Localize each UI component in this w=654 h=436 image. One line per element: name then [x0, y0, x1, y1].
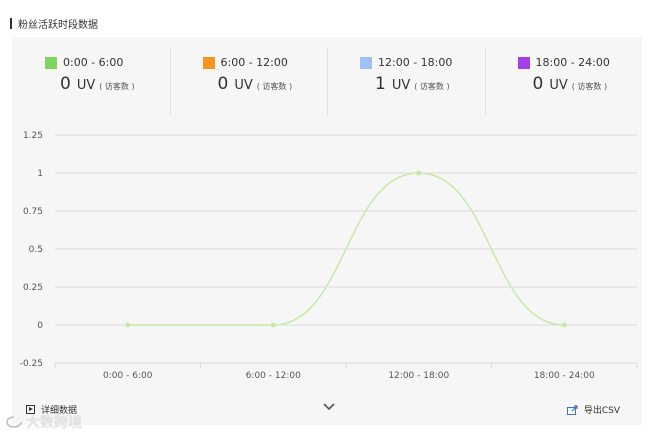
stats-row: 0:00 - 6:00 0 UV ( 访客数 ) 6:00 - 12:00 0 …	[12, 47, 642, 115]
stat-label: 18:00 - 24:00	[535, 56, 610, 69]
stat-card-0[interactable]: 0:00 - 6:00 0 UV ( 访客数 )	[12, 47, 170, 115]
stat-label: 0:00 - 6:00	[63, 56, 124, 69]
watermark-logo-icon	[6, 416, 22, 428]
y-tick-label: 0	[37, 321, 43, 331]
stat-sub: ( 访客数 )	[571, 82, 608, 91]
data-point	[561, 322, 567, 328]
title-marker	[10, 18, 12, 29]
legend-swatch	[517, 56, 530, 69]
stat-card-2[interactable]: 12:00 - 18:00 1 UV ( 访客数 )	[327, 47, 485, 115]
y-tick-label: -0.25	[20, 359, 43, 369]
series-line	[127, 172, 565, 326]
export-csv-button[interactable]: 导出CSV	[566, 403, 620, 416]
y-tick-label: 0.25	[23, 283, 43, 293]
stat-sub: ( 访客数 )	[256, 82, 293, 91]
data-point	[270, 322, 276, 328]
x-tick-label: 6:00 - 12:00	[246, 371, 301, 381]
y-tick-label: 0.5	[29, 245, 43, 255]
data-point	[125, 322, 131, 328]
section-title-text: 粉丝活跃时段数据	[18, 20, 98, 31]
detail-data-label: 详细数据	[41, 406, 78, 416]
watermark-text: 大数跨境	[26, 415, 82, 431]
data-point	[416, 170, 422, 176]
watermark: 大数跨境	[6, 412, 82, 432]
stat-unit: UV	[76, 78, 96, 93]
legend-swatch	[45, 56, 57, 69]
chevron-down-icon[interactable]	[322, 401, 336, 413]
x-tick-label: 12:00 - 18:00	[388, 371, 449, 381]
y-tick-label: 1	[37, 169, 43, 179]
stat-value: 0	[532, 74, 544, 94]
legend-swatch	[202, 56, 215, 69]
stat-value: 0	[60, 74, 71, 94]
detail-data-button[interactable]: 详细数据	[26, 403, 77, 416]
data-panel: 0:00 - 6:00 0 UV ( 访客数 ) 6:00 - 12:00 0 …	[12, 37, 642, 425]
stat-value: 1	[375, 74, 386, 94]
x-tick-label: 18:00 - 24:00	[534, 371, 595, 381]
play-icon	[26, 405, 35, 414]
stat-sub: ( 访客数 )	[414, 82, 450, 91]
stat-sub: ( 访客数 )	[99, 82, 135, 91]
panel-footer: 详细数据 导出CSV	[12, 397, 642, 421]
stat-unit: UV	[234, 78, 253, 93]
export-csv-label: 导出CSV	[583, 406, 620, 416]
stat-label: 12:00 - 18:00	[378, 56, 453, 69]
stat-card-3[interactable]: 18:00 - 24:00 0 UV ( 访客数 )	[484, 47, 643, 115]
stat-card-1[interactable]: 6:00 - 12:00 0 UV ( 访客数 )	[169, 47, 328, 115]
stat-value: 0	[217, 74, 229, 94]
section-title: 粉丝活跃时段数据	[10, 16, 98, 31]
y-tick-label: 0.75	[23, 207, 43, 217]
legend-swatch	[360, 56, 372, 69]
y-tick-label: 1.25	[23, 131, 43, 141]
stat-unit: UV	[391, 78, 411, 93]
export-icon	[566, 404, 578, 415]
x-tick-label: 0:00 - 6:00	[103, 371, 153, 381]
stat-unit: UV	[549, 78, 568, 93]
stat-label: 6:00 - 12:00	[220, 56, 288, 69]
